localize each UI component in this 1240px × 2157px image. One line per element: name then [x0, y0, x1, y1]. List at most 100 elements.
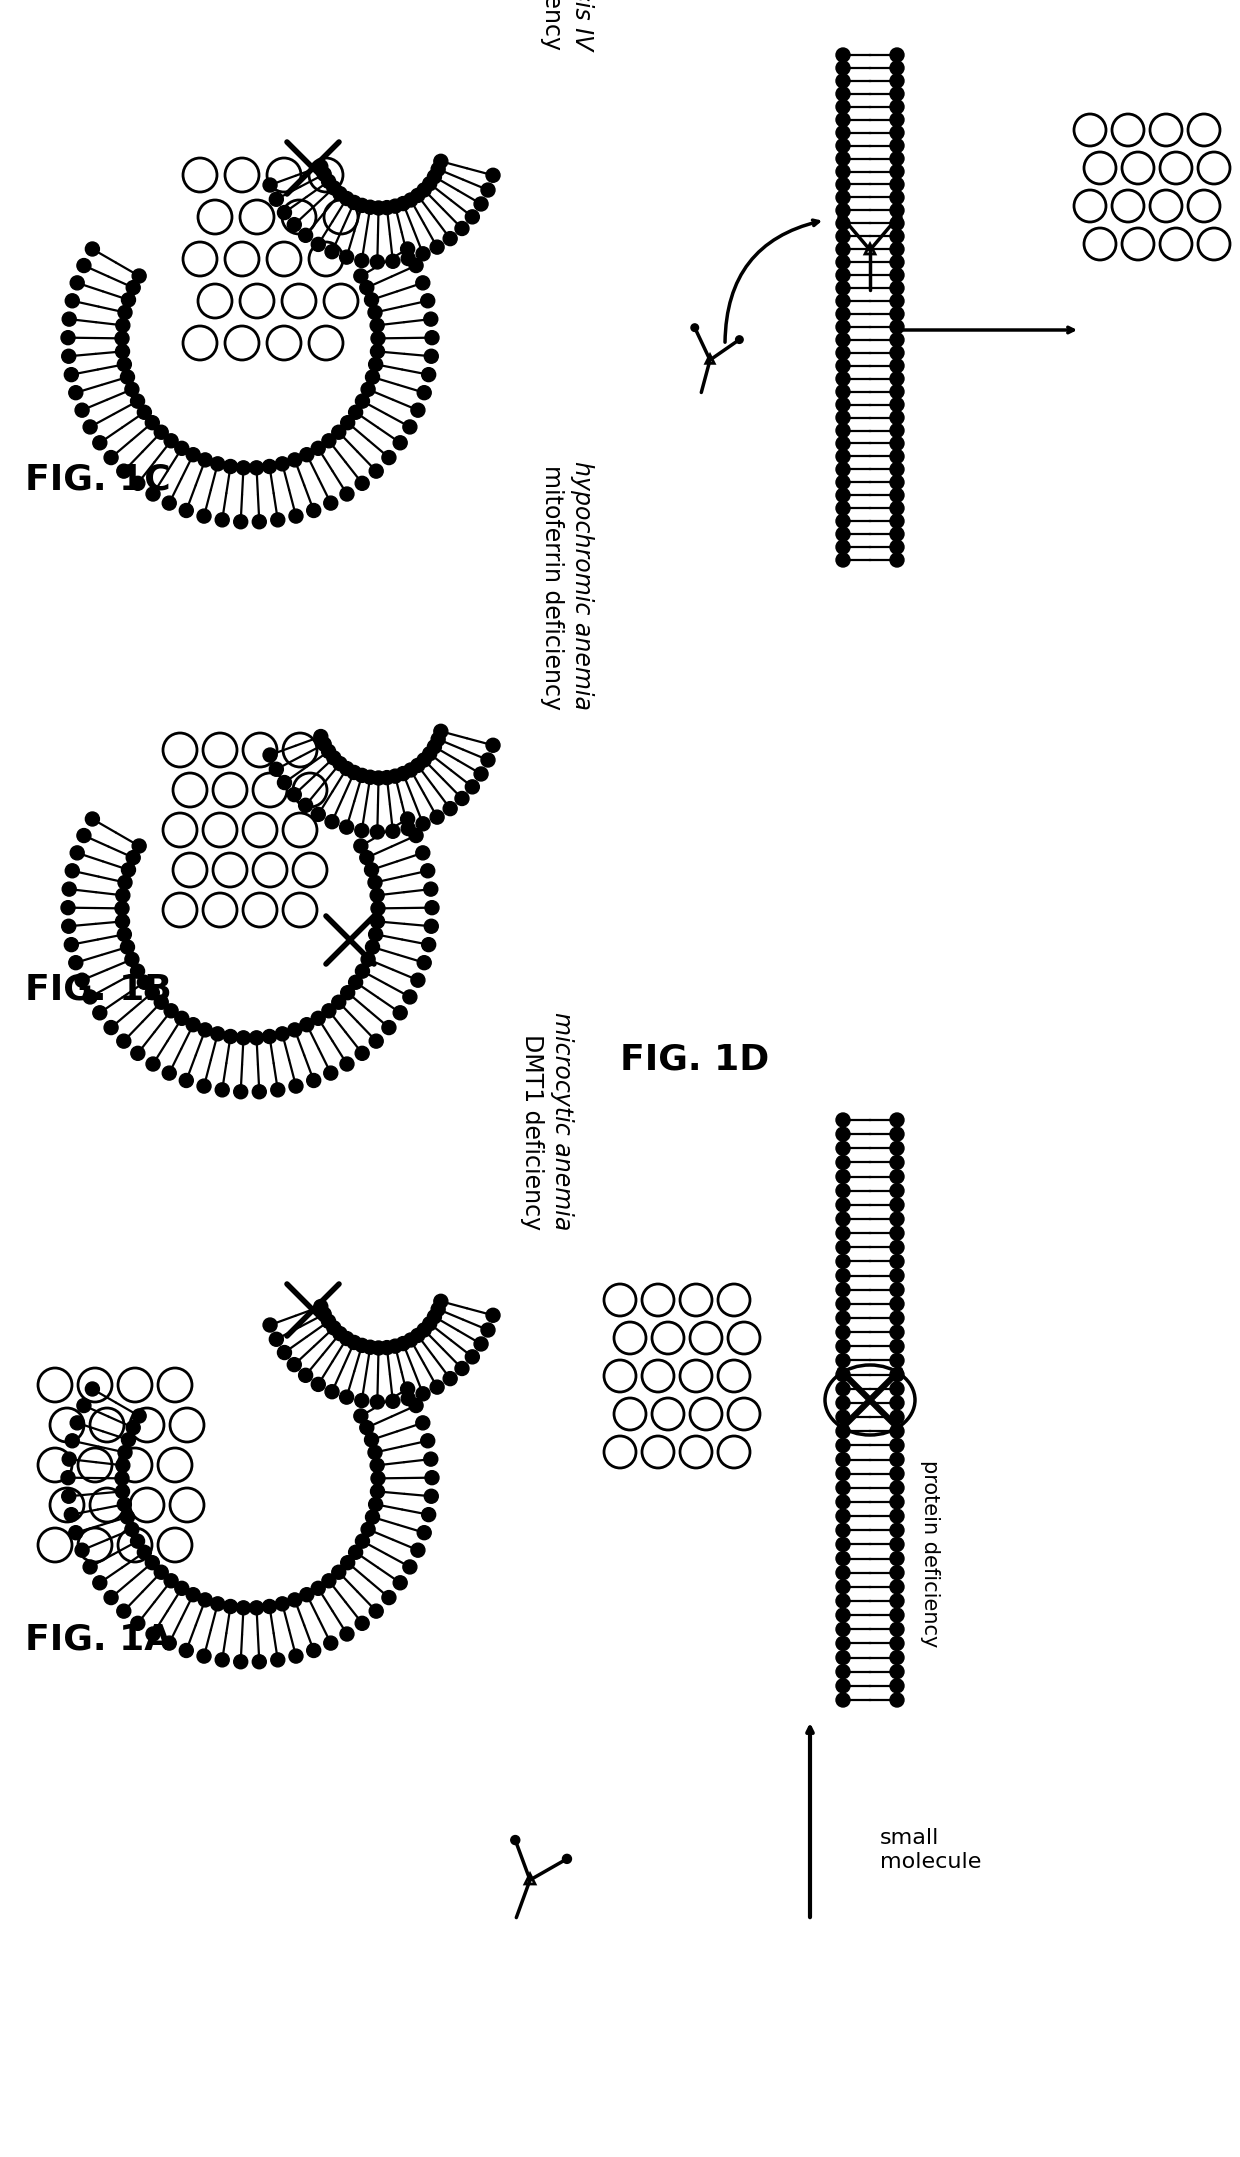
Circle shape: [145, 1555, 159, 1570]
Circle shape: [104, 1590, 118, 1605]
Circle shape: [332, 994, 346, 1009]
Circle shape: [353, 1409, 368, 1424]
Circle shape: [386, 824, 399, 839]
Circle shape: [425, 902, 439, 915]
Circle shape: [890, 1467, 904, 1480]
Circle shape: [890, 1141, 904, 1156]
Circle shape: [115, 915, 129, 928]
Circle shape: [890, 436, 904, 451]
Circle shape: [890, 1482, 904, 1495]
Circle shape: [403, 990, 417, 1003]
Circle shape: [417, 753, 432, 768]
Circle shape: [353, 839, 368, 852]
Circle shape: [263, 1318, 277, 1333]
Circle shape: [126, 280, 140, 296]
Circle shape: [263, 748, 277, 761]
Circle shape: [64, 367, 78, 382]
Circle shape: [115, 902, 129, 915]
Circle shape: [306, 1074, 321, 1087]
Circle shape: [368, 1497, 383, 1512]
Text: hypochromic anemia: hypochromic anemia: [570, 462, 594, 710]
Circle shape: [425, 1471, 439, 1484]
Circle shape: [423, 1316, 436, 1331]
Circle shape: [64, 1508, 78, 1521]
Circle shape: [890, 462, 904, 477]
Circle shape: [415, 276, 430, 289]
Circle shape: [131, 1046, 145, 1061]
Circle shape: [325, 1385, 339, 1398]
Circle shape: [371, 345, 384, 358]
Circle shape: [249, 462, 264, 475]
Circle shape: [175, 1012, 188, 1025]
Circle shape: [198, 1592, 212, 1607]
Circle shape: [890, 1609, 904, 1622]
Circle shape: [836, 423, 849, 438]
Circle shape: [355, 1046, 370, 1061]
Circle shape: [890, 1665, 904, 1678]
Circle shape: [361, 382, 374, 397]
Circle shape: [836, 177, 849, 192]
Circle shape: [486, 1309, 500, 1322]
Circle shape: [371, 332, 384, 345]
Circle shape: [368, 358, 383, 371]
Circle shape: [836, 1510, 849, 1523]
Circle shape: [420, 863, 435, 878]
Circle shape: [363, 770, 377, 785]
Circle shape: [311, 1581, 325, 1596]
Circle shape: [890, 1268, 904, 1283]
Circle shape: [186, 1018, 200, 1031]
Circle shape: [836, 358, 849, 373]
Circle shape: [372, 770, 386, 785]
Circle shape: [86, 1383, 99, 1396]
Circle shape: [890, 1495, 904, 1510]
Circle shape: [252, 516, 267, 528]
Circle shape: [324, 1066, 337, 1081]
Circle shape: [332, 1566, 346, 1579]
Circle shape: [322, 1575, 336, 1588]
Circle shape: [321, 744, 336, 759]
Circle shape: [145, 986, 159, 999]
Circle shape: [299, 229, 312, 242]
Circle shape: [62, 882, 76, 895]
Circle shape: [415, 846, 430, 861]
Circle shape: [314, 160, 327, 173]
Circle shape: [735, 336, 743, 343]
Circle shape: [455, 222, 469, 235]
Circle shape: [838, 214, 847, 222]
Circle shape: [64, 938, 78, 951]
Circle shape: [311, 807, 325, 822]
Circle shape: [836, 1678, 849, 1693]
Circle shape: [511, 1836, 520, 1844]
Circle shape: [278, 777, 291, 789]
Circle shape: [104, 451, 118, 464]
Circle shape: [355, 824, 368, 837]
Circle shape: [325, 244, 339, 259]
Circle shape: [422, 938, 435, 951]
Circle shape: [340, 1057, 353, 1072]
Circle shape: [890, 410, 904, 425]
Circle shape: [404, 1333, 418, 1346]
Circle shape: [162, 1637, 176, 1650]
Circle shape: [348, 1544, 362, 1560]
Circle shape: [371, 1396, 384, 1409]
Circle shape: [76, 403, 89, 416]
Circle shape: [890, 125, 904, 140]
Circle shape: [428, 1309, 441, 1324]
Circle shape: [363, 201, 377, 214]
Circle shape: [836, 1212, 849, 1225]
Circle shape: [62, 313, 76, 326]
Circle shape: [836, 1538, 849, 1551]
Circle shape: [317, 168, 331, 181]
Circle shape: [61, 902, 74, 915]
Circle shape: [432, 1303, 445, 1316]
Circle shape: [122, 863, 135, 878]
Circle shape: [890, 267, 904, 283]
Circle shape: [890, 1324, 904, 1339]
Circle shape: [83, 990, 97, 1003]
Circle shape: [368, 306, 382, 319]
Circle shape: [372, 201, 386, 216]
Circle shape: [836, 229, 849, 244]
Circle shape: [133, 839, 146, 852]
Circle shape: [371, 1471, 384, 1486]
Circle shape: [361, 1523, 374, 1536]
